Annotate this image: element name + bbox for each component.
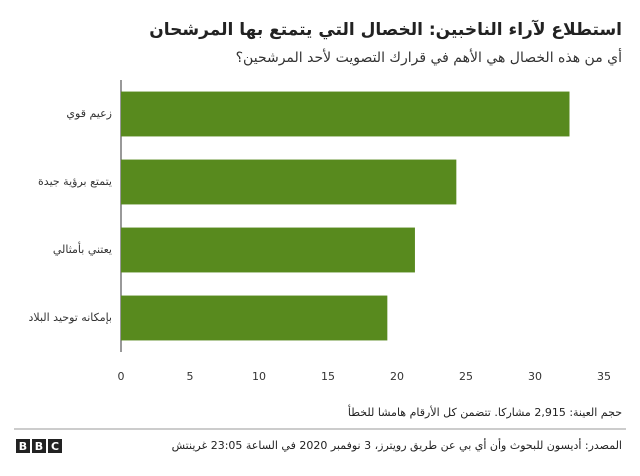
source: المصدر: أديسون للبحوث وأن أي بي عن طريق …	[172, 438, 622, 453]
x-tick-label: 15	[321, 370, 335, 383]
category-label: يتمتع برؤية جيدة	[38, 175, 112, 188]
x-tick-label: 20	[390, 370, 404, 383]
x-tick-label: 10	[252, 370, 266, 383]
x-tick-label: 0	[118, 370, 125, 383]
category-label: زعيم قوي	[66, 107, 112, 120]
chart-subtitle: أي من هذه الخصال هي الأهم في قرارك التصو…	[236, 48, 622, 66]
note: حجم العينة: 2,915 مشاركا. تتضمن كل الأرق…	[348, 404, 622, 419]
bar	[121, 91, 570, 137]
category-label: بإمكانه توحيد البلاد	[28, 311, 112, 324]
logo-box	[32, 439, 46, 453]
bar	[121, 227, 415, 273]
logo-letter: C	[51, 440, 59, 453]
logo-box	[16, 439, 30, 453]
bar	[121, 295, 388, 341]
x-tick-label: 30	[528, 370, 542, 383]
logo-box	[48, 439, 62, 453]
x-tick-label: 35	[597, 370, 611, 383]
bar	[121, 159, 457, 205]
category-label: يعتني بأمثالي	[53, 241, 112, 256]
x-tick-label: 25	[459, 370, 473, 383]
chart-title: استطلاع لآراء الناخبين: الخصال التي يتمت…	[149, 19, 622, 40]
logo-letter: B	[19, 440, 27, 453]
logo-letter: B	[35, 440, 43, 453]
x-tick-label: 5	[187, 370, 194, 383]
